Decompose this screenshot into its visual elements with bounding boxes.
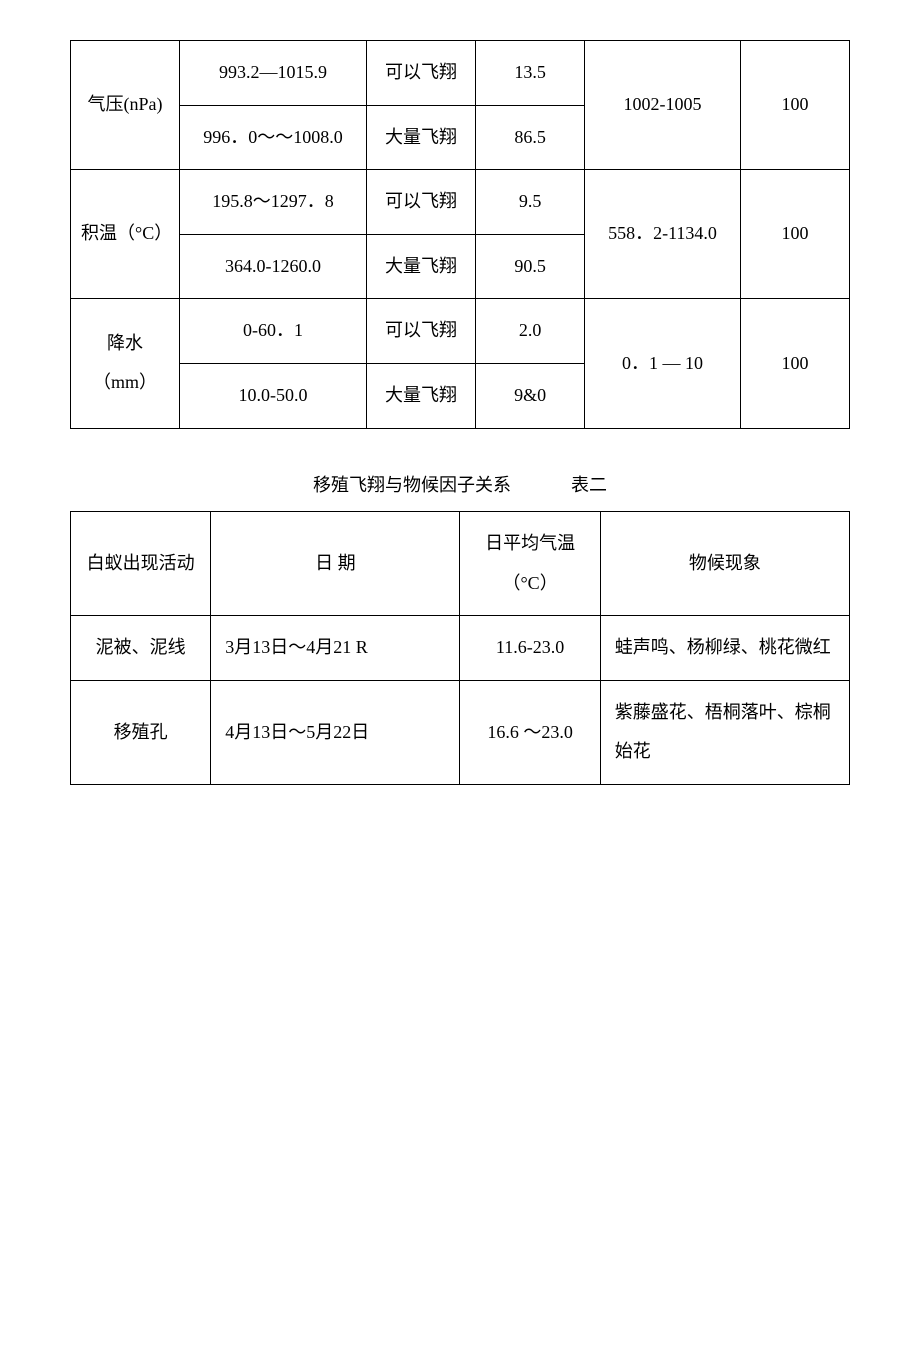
header-date: 日 期: [211, 511, 460, 615]
cell-range: 364.0-1260.0: [180, 234, 367, 299]
cell-factor: 降水（mm）: [71, 299, 180, 428]
header-phenomenon: 物候现象: [600, 511, 849, 615]
cell-optimal: 0．1 — 10: [585, 299, 741, 428]
cell-pct: 2.0: [476, 299, 585, 364]
cell-total: 100: [740, 41, 849, 170]
cell-factor: 气压(nPa): [71, 41, 180, 170]
cell-range: 0-60．1: [180, 299, 367, 364]
cell-pct: 9&0: [476, 363, 585, 428]
cell-date: 3月13日～4月21 R: [211, 616, 460, 681]
cell-pct: 86.5: [476, 105, 585, 170]
cell-status: 可以飞翔: [367, 170, 476, 235]
cell-range: 10.0-50.0: [180, 363, 367, 428]
cell-pct: 90.5: [476, 234, 585, 299]
header-temp: 日平均气温（°C）: [460, 511, 600, 615]
table-factors: 气压(nPa) 993.2—1015.9 可以飞翔 13.5 1002-1005…: [70, 40, 850, 429]
cell-temp: 16.6 ～23.0: [460, 680, 600, 784]
caption-label: 表二: [571, 469, 607, 501]
cell-pct: 9.5: [476, 170, 585, 235]
cell-status: 可以飞翔: [367, 299, 476, 364]
caption-title: 移殖飞翔与物候因子关系: [313, 469, 511, 501]
cell-phenomenon: 蛙声鸣、杨柳绿、桃花微红: [600, 616, 849, 681]
cell-status: 可以飞翔: [367, 41, 476, 106]
cell-optimal: 558．2-1134.0: [585, 170, 741, 299]
cell-status: 大量飞翔: [367, 105, 476, 170]
cell-optimal: 1002-1005: [585, 41, 741, 170]
cell-status: 大量飞翔: [367, 234, 476, 299]
header-activity: 白蚁出现活动: [71, 511, 211, 615]
cell-activity: 移殖孔: [71, 680, 211, 784]
table2-caption: 移殖飞翔与物候因子关系 表二: [70, 469, 850, 501]
cell-total: 100: [740, 170, 849, 299]
cell-temp: 11.6-23.0: [460, 616, 600, 681]
cell-factor: 积温（°C）: [71, 170, 180, 299]
cell-range: 195.8～1297．8: [180, 170, 367, 235]
cell-date: 4月13日～5月22日: [211, 680, 460, 784]
cell-activity: 泥被、泥线: [71, 616, 211, 681]
cell-total: 100: [740, 299, 849, 428]
cell-range: 996．0～～1008.0: [180, 105, 367, 170]
cell-pct: 13.5: [476, 41, 585, 106]
cell-range: 993.2—1015.9: [180, 41, 367, 106]
cell-phenomenon: 紫藤盛花、梧桐落叶、棕桐始花: [600, 680, 849, 784]
table-phenology: 白蚁出现活动 日 期 日平均气温（°C） 物候现象 泥被、泥线 3月13日～4月…: [70, 511, 850, 785]
cell-status: 大量飞翔: [367, 363, 476, 428]
